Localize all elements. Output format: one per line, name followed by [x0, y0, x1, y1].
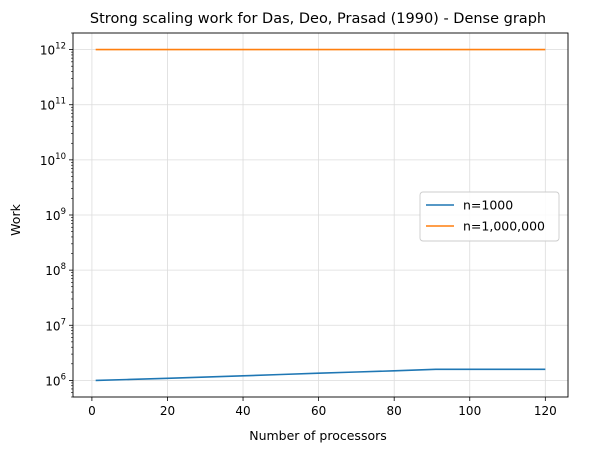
x-tick-label: 60 — [311, 404, 326, 418]
x-tick-label: 20 — [160, 404, 175, 418]
x-tick-label: 0 — [88, 404, 96, 418]
y-axis-ticks: 106 107 108 109 1010 1011 1012 — [40, 32, 73, 398]
chart-title: Strong scaling work for Das, Deo, Prasad… — [90, 11, 546, 27]
legend-label: n=1,000,000 — [463, 219, 545, 234]
x-axis-ticks: 0 20 40 60 80 100 120 — [88, 397, 557, 418]
y-tick-label: 108 — [45, 262, 66, 278]
series-line-1 — [95, 368, 546, 382]
legend-box — [419, 191, 560, 242]
y-tick-label: 1010 — [40, 152, 66, 168]
x-tick-label: 80 — [387, 404, 402, 418]
y-tick-label: 107 — [45, 317, 66, 333]
y-axis-label: Work — [8, 203, 23, 235]
legend: n=1000 n=1,000,000 — [419, 191, 560, 242]
x-axis-label: Number of processors — [249, 428, 387, 443]
x-tick-label: 40 — [235, 404, 250, 418]
y-tick-label: 109 — [45, 207, 66, 223]
legend-label: n=1000 — [463, 198, 513, 213]
y-tick-label: 106 — [45, 372, 66, 388]
y-tick-label: 1012 — [40, 42, 66, 58]
y-tick-label: 1011 — [40, 97, 66, 113]
series-lines — [95, 48, 546, 382]
x-tick-label: 120 — [534, 404, 557, 418]
x-tick-label: 100 — [458, 404, 481, 418]
